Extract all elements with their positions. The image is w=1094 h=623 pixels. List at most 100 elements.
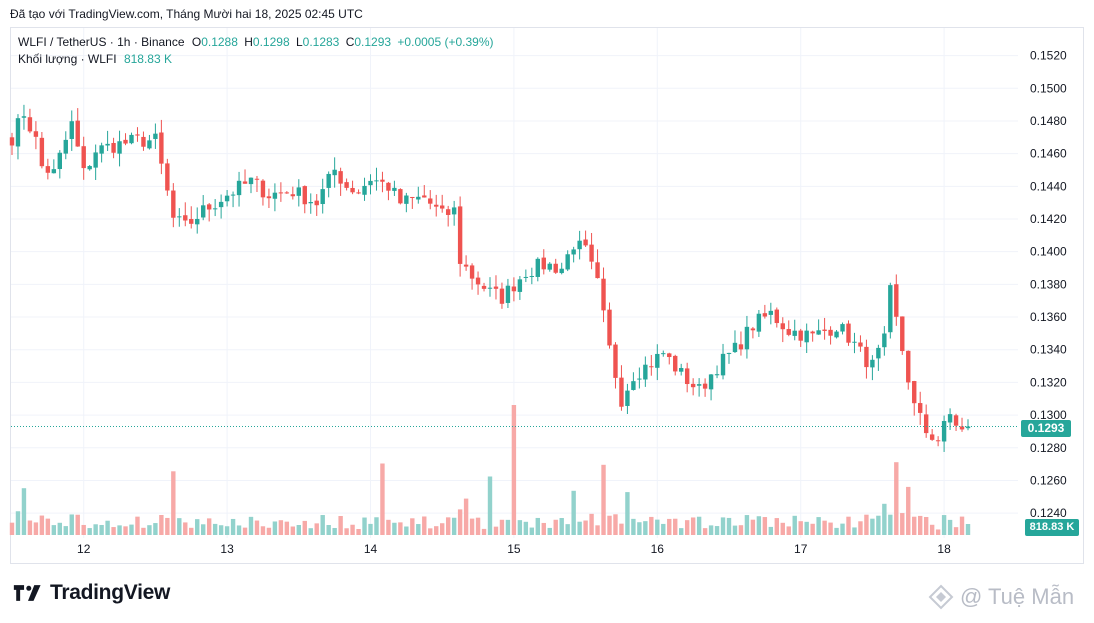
candle-body bbox=[236, 180, 242, 196]
volume-bar bbox=[177, 518, 182, 535]
candle-body bbox=[655, 353, 660, 368]
candle-body bbox=[111, 142, 116, 153]
volume-bar bbox=[810, 523, 815, 535]
volume-bar bbox=[374, 517, 379, 535]
candle-body bbox=[673, 355, 678, 372]
price-tick-label: 0.1480 bbox=[1030, 114, 1067, 128]
diamond-icon bbox=[928, 584, 954, 610]
candle-body bbox=[123, 139, 128, 144]
candle-body bbox=[332, 169, 337, 176]
volume-bar bbox=[696, 516, 702, 535]
volume-bar bbox=[445, 517, 451, 535]
price-tick-label: 0.1320 bbox=[1030, 375, 1067, 389]
candle-body bbox=[404, 195, 409, 204]
volume-bar bbox=[165, 517, 170, 535]
candle-body bbox=[451, 207, 457, 215]
volume-bar bbox=[422, 516, 427, 535]
candle-body bbox=[965, 426, 971, 429]
candle-body bbox=[326, 173, 331, 188]
volume-bar bbox=[547, 527, 552, 535]
volume-bar bbox=[398, 522, 403, 535]
volume-bar bbox=[505, 519, 511, 535]
volume-bar bbox=[774, 518, 779, 535]
tradingview-icon bbox=[13, 585, 41, 601]
candle-body bbox=[637, 378, 642, 380]
volume-bar bbox=[153, 523, 158, 535]
candle-body bbox=[338, 171, 343, 184]
candle-body bbox=[63, 139, 68, 154]
candle-body bbox=[583, 239, 588, 246]
time-tick-label: 15 bbox=[507, 542, 521, 556]
candle-body bbox=[457, 206, 463, 264]
volume-bar bbox=[517, 520, 523, 535]
volume-bar bbox=[613, 514, 618, 535]
volume-bar bbox=[469, 518, 475, 535]
price-tick-label: 0.1380 bbox=[1030, 277, 1067, 291]
volume-bar bbox=[9, 522, 15, 535]
volume-bar bbox=[254, 520, 260, 535]
volume-bar bbox=[804, 521, 809, 535]
volume-bar bbox=[953, 527, 959, 535]
volume-bar bbox=[750, 519, 756, 535]
volume-bar bbox=[523, 521, 529, 535]
volume-bar bbox=[183, 522, 188, 535]
watermark-text: @ Tuệ Mẫn bbox=[960, 584, 1075, 609]
legend-close-label: C bbox=[345, 35, 355, 49]
volume-bar bbox=[667, 518, 672, 535]
price-tick-label: 0.1400 bbox=[1030, 245, 1067, 259]
volume-bar bbox=[51, 525, 57, 535]
legend-ohlc-row: WLFI / TetherUS · 1h · Binance O0.1288 H… bbox=[18, 34, 494, 51]
volume-bar bbox=[39, 515, 45, 535]
volume-bar bbox=[129, 524, 134, 535]
candle-body bbox=[434, 204, 439, 207]
candle-body bbox=[39, 137, 45, 167]
candle-body bbox=[929, 434, 935, 440]
candle-body bbox=[529, 276, 535, 278]
candle-body bbox=[852, 341, 857, 343]
candle-body bbox=[57, 152, 62, 170]
candle-body bbox=[511, 286, 517, 292]
volume-bar bbox=[625, 492, 630, 535]
volume-bar bbox=[935, 529, 941, 535]
volume-bar bbox=[57, 522, 62, 535]
volume-bar bbox=[356, 529, 361, 535]
volume-bar bbox=[923, 516, 929, 535]
tradingview-logo[interactable]: TradingView bbox=[12, 581, 170, 605]
candle-body bbox=[117, 141, 122, 154]
volume-bar bbox=[643, 521, 648, 535]
volume-bar bbox=[840, 523, 845, 535]
volume-bar bbox=[655, 519, 660, 535]
volume-bar bbox=[649, 516, 654, 535]
candle-body bbox=[75, 120, 80, 147]
candle-body bbox=[535, 258, 540, 277]
candle-body bbox=[368, 180, 373, 186]
legend-open-label: O bbox=[191, 35, 202, 49]
candle-body bbox=[696, 384, 702, 386]
candle-body bbox=[362, 185, 367, 195]
candle-body bbox=[171, 190, 176, 218]
candle-body bbox=[129, 134, 134, 144]
candle-body bbox=[505, 285, 511, 303]
volume-bar bbox=[33, 522, 39, 535]
volume-bar bbox=[882, 503, 887, 535]
volume-bar bbox=[230, 518, 236, 535]
volume-bar bbox=[834, 527, 839, 535]
volume-bar bbox=[690, 517, 696, 535]
candle-body bbox=[212, 208, 218, 210]
candle-body bbox=[272, 192, 278, 199]
volume-bar bbox=[332, 527, 337, 535]
candle-body bbox=[798, 330, 803, 341]
price-tick-label: 0.1460 bbox=[1030, 147, 1067, 161]
volume-bar bbox=[822, 520, 827, 535]
candle-body bbox=[33, 131, 39, 137]
volume-bar bbox=[278, 520, 284, 535]
candle-body bbox=[224, 195, 230, 202]
candle-body bbox=[356, 192, 361, 194]
volume-bar bbox=[565, 524, 570, 535]
volume-bar bbox=[236, 525, 242, 535]
candle-body bbox=[756, 313, 762, 332]
candle-body bbox=[792, 330, 797, 336]
candle-body bbox=[135, 134, 140, 136]
candle-body bbox=[422, 195, 427, 198]
